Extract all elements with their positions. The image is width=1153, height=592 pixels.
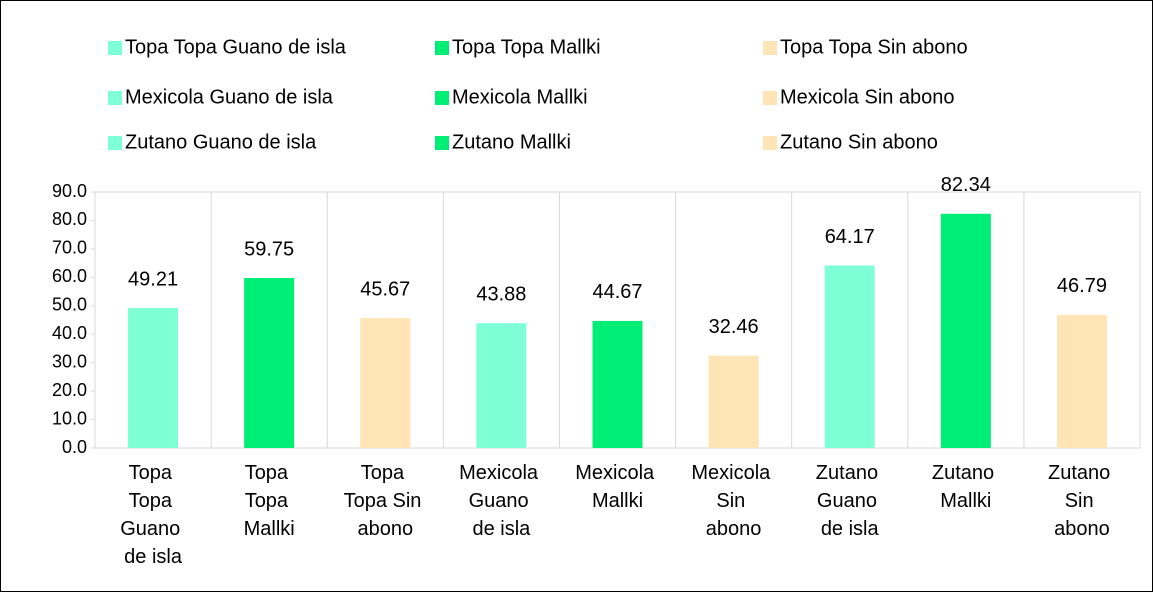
value-label: 44.67 <box>592 281 642 303</box>
value-label: 49.21 <box>128 268 178 290</box>
legend-label: Mexicola Sin abono <box>780 86 955 108</box>
bar <box>1056 314 1107 448</box>
value-label: 45.67 <box>360 278 410 300</box>
y-tick-label: 60.0 <box>52 266 87 286</box>
bar <box>940 213 991 448</box>
y-tick-label: 80.0 <box>52 209 87 229</box>
legend-swatch <box>435 91 449 105</box>
bar <box>824 265 875 448</box>
value-label: 43.88 <box>476 283 526 305</box>
y-tick-label: 30.0 <box>52 351 87 371</box>
legend-label: Topa Topa Mallki <box>452 36 601 58</box>
x-tick-label: Topa Topa Mallki <box>244 462 295 540</box>
bar <box>476 323 527 448</box>
x-tick-label: Mexicola Mallki <box>575 462 659 512</box>
bar <box>592 320 643 448</box>
x-tick-label: Zutano Guano de isla <box>816 462 884 540</box>
legend-swatch <box>108 136 122 150</box>
x-tick-label: Mexicola Guano de isla <box>459 462 543 540</box>
legend-label: Mexicola Guano de isla <box>125 86 334 108</box>
x-tick-label: Topa Topa Guano de isla <box>120 462 186 568</box>
x-tick-label: Zutano Sin abono <box>1048 462 1116 540</box>
legend-swatch <box>435 41 449 55</box>
y-tick-label: 50.0 <box>52 295 87 315</box>
legend-swatch <box>763 91 777 105</box>
bar <box>708 355 759 448</box>
legend-swatch <box>108 41 122 55</box>
legend-label: Topa Topa Guano de isla <box>125 36 347 58</box>
value-label: 64.17 <box>825 226 875 248</box>
x-tick-label: Zutano Mallki <box>932 462 1000 512</box>
y-tick-label: 10.0 <box>52 408 87 428</box>
legend-label: Zutano Mallki <box>452 131 571 153</box>
legend-swatch <box>108 91 122 105</box>
legend-label: Topa Topa Sin abono <box>780 36 968 58</box>
value-label: 59.75 <box>244 238 294 260</box>
x-tick-label: Topa Topa Sin abono <box>344 462 427 540</box>
legend-swatch <box>435 136 449 150</box>
bar <box>360 318 411 448</box>
value-label: 82.34 <box>941 174 991 196</box>
y-tick-label: 20.0 <box>52 380 87 400</box>
value-label: 46.79 <box>1057 275 1107 297</box>
legend-label: Zutano Guano de isla <box>125 131 317 153</box>
y-tick-label: 0.0 <box>62 437 87 457</box>
x-tick-label: Mexicola Sin abono <box>691 462 775 540</box>
y-tick-label: 40.0 <box>52 323 87 343</box>
bar <box>244 278 295 448</box>
legend-swatch <box>763 41 777 55</box>
value-label: 32.46 <box>709 316 759 338</box>
y-tick-label: 90.0 <box>52 181 87 201</box>
bar <box>128 308 179 448</box>
legend-label: Mexicola Mallki <box>452 86 588 108</box>
y-tick-label: 70.0 <box>52 238 87 258</box>
legend-label: Zutano Sin abono <box>780 131 938 153</box>
legend-swatch <box>763 136 777 150</box>
